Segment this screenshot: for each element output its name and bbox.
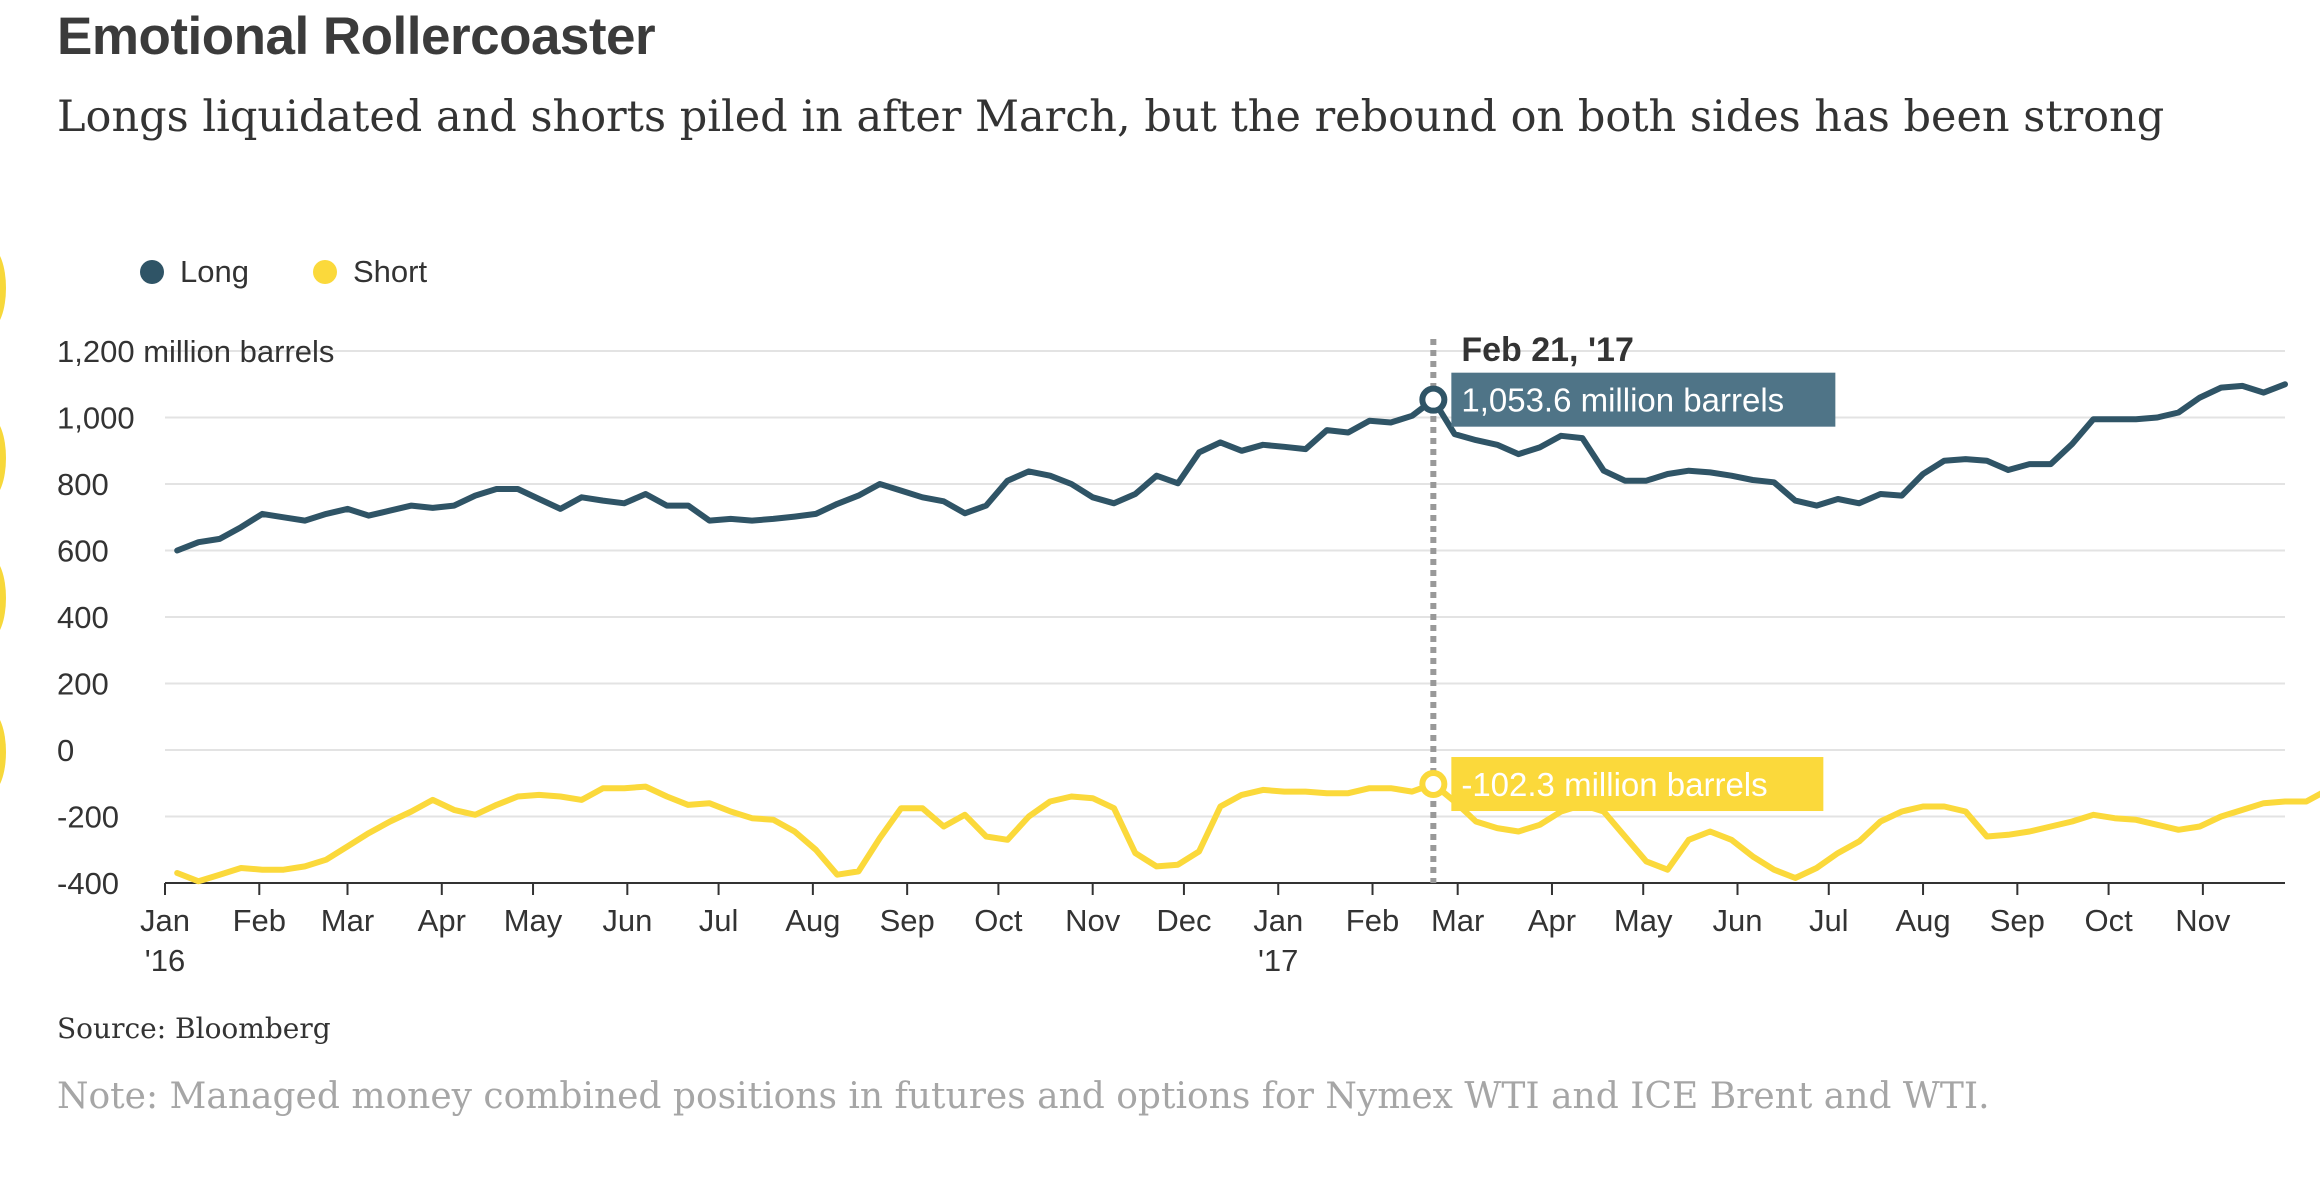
y-tick-label: -200: [57, 800, 119, 835]
legend-item-long[interactable]: Long: [140, 254, 249, 290]
edge-decoration: [0, 248, 6, 328]
tooltip-short-box: [1451, 757, 1824, 812]
x-tick-label: Nov: [1065, 903, 1121, 938]
y-tick-label: 200: [57, 667, 109, 702]
edge-decoration: [0, 712, 6, 792]
source-note: Source: Bloomberg: [57, 1012, 331, 1045]
tooltip-long-value: 1,053.6 million barrels: [1461, 382, 1784, 419]
chart-legend: Long Short: [140, 254, 491, 290]
tooltip-long-box: [1451, 372, 1836, 427]
edge-decoration: [0, 418, 6, 498]
x-tick-label: Dec: [1156, 903, 1211, 938]
footnote: Note: Managed money combined positions i…: [57, 1076, 1990, 1117]
x-tick-sublabel: '17: [1258, 943, 1298, 978]
x-tick-label: Feb: [233, 903, 286, 938]
highlight-point-long[interactable]: [1419, 385, 1448, 414]
x-tick-sublabel: '16: [145, 943, 185, 978]
line-chart[interactable]: -400 -200 0 200 400 600 800 1,000 1,200 million …: [0, 0, 2320, 1000]
y-axis: -400 -200 0 200 400 600 800 1,000 1,200 million …: [57, 334, 334, 901]
tooltip-short-value: -102.3 million barrels: [1461, 766, 1767, 803]
x-tick-label: Jul: [699, 903, 739, 938]
x-tick-label: May: [1614, 903, 1673, 938]
series-group: [174, 381, 2320, 885]
chart-subtitle: Longs liquidated and shorts piled in aft…: [57, 92, 2165, 142]
x-tick-label: Mar: [321, 903, 374, 938]
x-tick-label: Nov: [2175, 903, 2231, 938]
legend-dot-long-icon: [140, 260, 164, 284]
y-tick-label: 400: [57, 600, 109, 635]
hover-date-label: Feb 21, '17: [1461, 331, 1634, 369]
x-tick-label: Jan: [140, 903, 190, 938]
y-tick-label: 1,200 million barrels: [57, 334, 334, 369]
x-tick-label: Aug: [1895, 903, 1950, 938]
x-tick-label: May: [504, 903, 563, 938]
highlight-point-short[interactable]: [1419, 770, 1448, 799]
legend-label-long: Long: [180, 254, 249, 289]
legend-item-short[interactable]: Short: [312, 254, 428, 290]
x-tick-label: Feb: [1346, 903, 1399, 938]
series-line-long[interactable]: [174, 381, 2288, 554]
x-tick-label: Jul: [1809, 903, 1849, 938]
x-tick-label: Apr: [1528, 903, 1576, 938]
x-tick-label: Apr: [418, 903, 466, 938]
x-tick-label: Jan: [1253, 903, 1303, 938]
legend-dot-short-icon: [312, 260, 337, 284]
y-tick-label: 1,000: [57, 401, 135, 436]
x-tick-label: Sep: [880, 903, 935, 938]
legend-label-short: Short: [352, 254, 428, 289]
x-tick-label: Oct: [2084, 903, 2133, 938]
edge-decoration: [0, 558, 6, 638]
grid-lines: [165, 350, 2285, 818]
y-tick-label: 600: [57, 534, 109, 569]
hover-tooltip: Feb 21, '17 1,053.6 million barrels -102.3…: [1419, 331, 1836, 812]
x-tick-label: Sep: [1990, 903, 2045, 938]
x-tick-label: Oct: [974, 903, 1023, 938]
x-tick-label: Aug: [785, 903, 840, 938]
y-tick-label: 800: [57, 467, 109, 502]
chart-title: Emotional Rollercoaster: [57, 7, 656, 66]
series-line-short[interactable]: [174, 781, 2320, 885]
x-axis: Jan '16 Feb Mar Apr May Jun Jul Aug Sep Oct Nov Dec J…: [140, 882, 2285, 978]
x-tick-label: Mar: [1431, 903, 1484, 938]
y-tick-label: -400: [57, 866, 119, 901]
x-tick-label: Jun: [1713, 903, 1763, 938]
x-tick-label: Jun: [602, 903, 652, 938]
y-tick-label: 0: [57, 733, 74, 768]
